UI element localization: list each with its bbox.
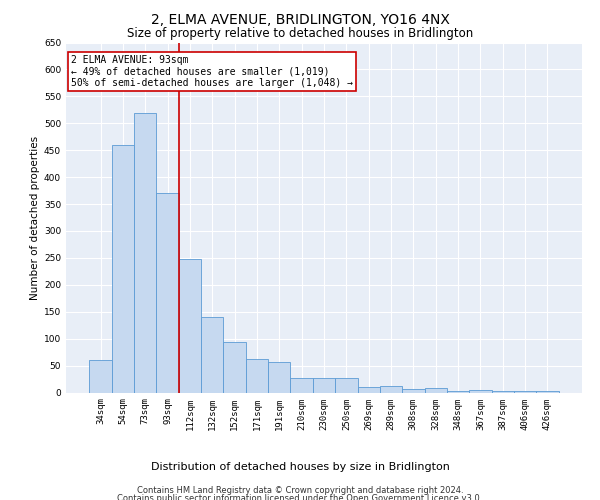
Text: 2, ELMA AVENUE, BRIDLINGTON, YO16 4NX: 2, ELMA AVENUE, BRIDLINGTON, YO16 4NX <box>151 12 449 26</box>
Bar <box>223 342 246 392</box>
Text: Distribution of detached houses by size in Bridlington: Distribution of detached houses by size … <box>151 462 449 472</box>
Bar <box>425 388 447 392</box>
Text: Size of property relative to detached houses in Bridlington: Size of property relative to detached ho… <box>127 28 473 40</box>
Bar <box>402 390 425 392</box>
Text: Contains public sector information licensed under the Open Government Licence v3: Contains public sector information licen… <box>118 494 482 500</box>
Bar <box>358 387 380 392</box>
Bar <box>447 391 469 392</box>
Bar <box>290 378 313 392</box>
Bar <box>380 386 402 392</box>
Bar <box>134 112 157 392</box>
Bar <box>157 194 179 392</box>
Bar <box>469 390 491 392</box>
Bar <box>491 391 514 392</box>
Bar <box>313 378 335 392</box>
Y-axis label: Number of detached properties: Number of detached properties <box>30 136 40 300</box>
Bar <box>335 378 358 392</box>
Bar <box>89 360 112 392</box>
Text: Contains HM Land Registry data © Crown copyright and database right 2024.: Contains HM Land Registry data © Crown c… <box>137 486 463 495</box>
Bar <box>268 362 290 392</box>
Text: 2 ELMA AVENUE: 93sqm
← 49% of detached houses are smaller (1,019)
50% of semi-de: 2 ELMA AVENUE: 93sqm ← 49% of detached h… <box>71 54 353 88</box>
Bar <box>179 259 201 392</box>
Bar <box>201 317 223 392</box>
Bar <box>246 359 268 392</box>
Bar <box>112 145 134 392</box>
